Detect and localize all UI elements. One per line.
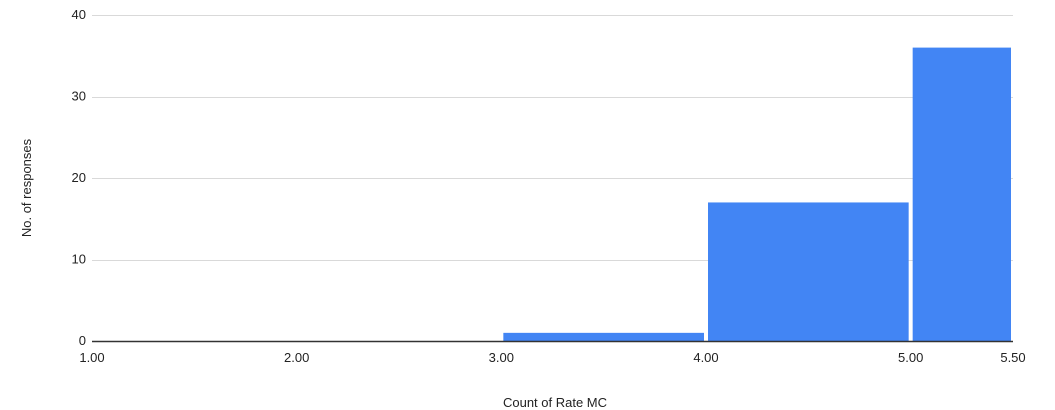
x-axis-title: Count of Rate MC	[503, 395, 607, 410]
x-tick-label-4.00: 4.00	[693, 350, 718, 365]
y-tick-label-20: 20	[72, 170, 86, 185]
bars	[503, 47, 1011, 341]
x-tick-label-5.50: 5.50	[1000, 350, 1025, 365]
y-axis-ticks: 0 10 20 30 40	[72, 7, 86, 348]
x-axis-ticks: 1.00 2.00 3.00 4.00 5.00 5.50	[79, 350, 1025, 365]
x-tick-label-1.00: 1.00	[79, 350, 104, 365]
y-tick-label-30: 30	[72, 89, 86, 104]
y-tick-label-0: 0	[79, 333, 86, 348]
x-tick-label-2.00: 2.00	[284, 350, 309, 365]
x-tick-label-5.00: 5.00	[898, 350, 923, 365]
x-tick-label-3.00: 3.00	[489, 350, 514, 365]
y-tick-label-10: 10	[72, 252, 86, 267]
y-axis-title: No. of responses	[19, 138, 34, 237]
y-tick-label-40: 40	[72, 7, 86, 22]
bar-4.00-5.00	[708, 202, 909, 341]
bar-5.00-5.50	[912, 47, 1011, 341]
bar-3.00-4.00	[503, 332, 704, 341]
